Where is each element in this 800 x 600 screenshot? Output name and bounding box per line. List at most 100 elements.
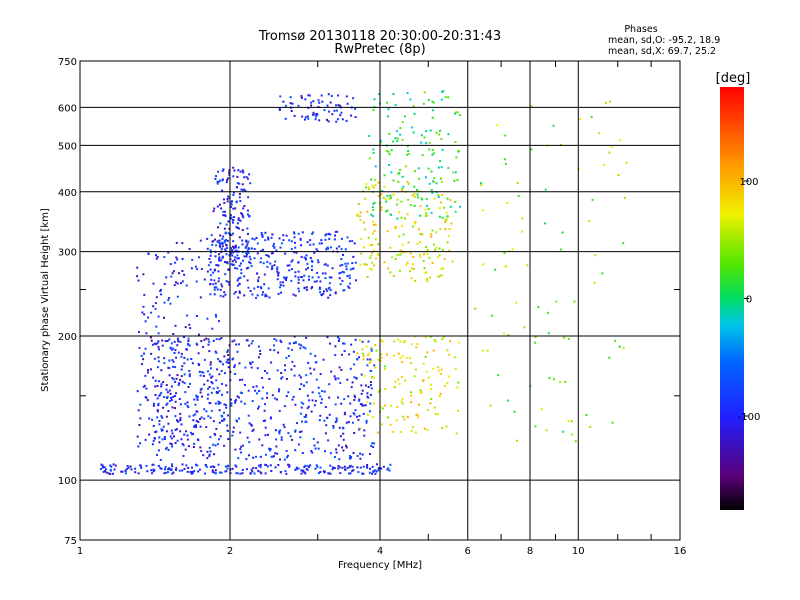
data-point	[145, 439, 147, 441]
data-point	[215, 379, 217, 381]
data-point	[284, 253, 286, 255]
data-point	[378, 195, 380, 197]
data-point	[441, 427, 443, 429]
data-point	[144, 385, 146, 387]
data-point	[342, 450, 344, 452]
data-point	[299, 436, 301, 438]
data-point	[359, 458, 361, 460]
data-point	[428, 208, 430, 210]
data-point	[336, 452, 338, 454]
data-point	[163, 256, 165, 258]
data-point	[306, 263, 308, 265]
x-tick-labels: 1 2 4 6 8 10 16	[77, 546, 687, 557]
data-point	[372, 466, 374, 468]
data-point	[311, 286, 313, 288]
data-point	[197, 438, 199, 440]
data-point	[302, 403, 304, 405]
data-point	[143, 306, 145, 308]
data-point	[289, 264, 291, 266]
data-point	[292, 103, 294, 105]
data-point	[252, 457, 254, 459]
data-point	[392, 141, 394, 143]
data-point	[405, 165, 407, 167]
data-point	[208, 264, 210, 266]
data-point	[447, 241, 449, 243]
data-point	[303, 466, 305, 468]
data-point	[416, 189, 418, 191]
data-point	[548, 332, 550, 334]
data-point	[209, 402, 211, 404]
data-point	[338, 246, 340, 248]
data-point	[245, 256, 247, 258]
data-point	[276, 340, 278, 342]
data-point	[197, 399, 199, 401]
data-point	[320, 373, 322, 375]
data-point	[441, 194, 443, 196]
data-point	[357, 352, 359, 354]
data-point	[441, 181, 443, 183]
data-point	[362, 341, 364, 343]
data-point	[233, 170, 235, 172]
data-point	[112, 473, 114, 475]
data-point	[301, 116, 303, 118]
data-point	[313, 243, 315, 245]
data-point	[198, 256, 200, 258]
data-point	[337, 377, 339, 379]
data-point	[218, 464, 220, 466]
data-point	[418, 167, 420, 169]
data-point	[431, 171, 433, 173]
data-point	[207, 271, 209, 273]
data-point	[369, 244, 371, 246]
data-point	[314, 114, 316, 116]
data-point	[210, 367, 212, 369]
data-point	[341, 280, 343, 282]
data-point	[350, 415, 352, 417]
data-point	[284, 364, 286, 366]
data-point	[300, 383, 302, 385]
data-point	[101, 464, 103, 466]
colorbar-tick-label: 0	[746, 295, 752, 306]
data-point	[171, 399, 173, 401]
data-point	[264, 370, 266, 372]
data-point	[196, 281, 198, 283]
data-point	[388, 164, 390, 166]
data-point	[347, 467, 349, 469]
data-point	[279, 410, 281, 412]
data-point	[163, 472, 165, 474]
data-point	[237, 351, 239, 353]
data-point	[165, 466, 167, 468]
data-point	[237, 222, 239, 224]
data-point	[105, 468, 107, 470]
data-point	[198, 364, 200, 366]
data-point	[337, 95, 339, 97]
data-point	[173, 472, 175, 474]
data-point	[393, 275, 395, 277]
data-point	[344, 263, 346, 265]
data-point	[288, 355, 290, 357]
data-point	[390, 214, 392, 216]
data-point	[318, 102, 320, 104]
data-point	[594, 282, 596, 284]
data-point	[426, 253, 428, 255]
data-point	[221, 370, 223, 372]
data-point	[277, 352, 279, 354]
data-point	[374, 367, 376, 369]
data-point	[399, 270, 401, 272]
data-point	[325, 432, 327, 434]
data-point	[308, 276, 310, 278]
data-point	[393, 355, 395, 357]
data-point	[282, 234, 284, 236]
data-point	[275, 429, 277, 431]
data-point	[215, 316, 217, 318]
data-point	[266, 372, 268, 374]
data-point	[433, 152, 435, 154]
data-point	[336, 417, 338, 419]
data-point	[414, 113, 416, 115]
data-point	[254, 257, 256, 259]
data-point	[349, 275, 351, 277]
data-point	[155, 394, 157, 396]
data-point	[419, 215, 421, 217]
data-point	[438, 134, 440, 136]
data-point	[315, 400, 317, 402]
data-point	[350, 368, 352, 370]
